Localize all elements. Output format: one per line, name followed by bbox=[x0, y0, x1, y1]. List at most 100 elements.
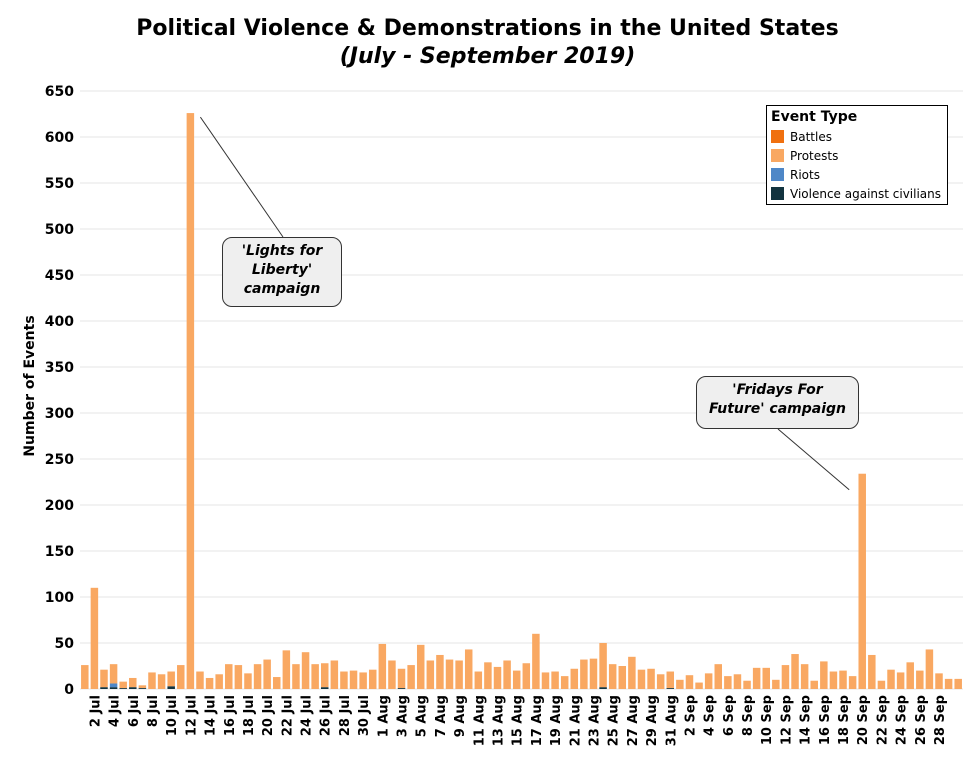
y-tick-label: 350 bbox=[45, 360, 74, 376]
legend-swatch bbox=[771, 130, 784, 143]
bar-protests bbox=[90, 587, 99, 689]
bar-protests bbox=[551, 671, 559, 689]
annotation-leader-line bbox=[777, 428, 850, 491]
bar-violence-against-civilians bbox=[167, 686, 175, 689]
bar-protests bbox=[445, 659, 454, 689]
x-tick-label: 26 Sep bbox=[914, 695, 929, 745]
bar-protests bbox=[704, 673, 713, 689]
bar-protests bbox=[896, 672, 905, 689]
bar-protests bbox=[503, 660, 511, 689]
y-tick-label: 250 bbox=[45, 452, 74, 468]
bar-protests bbox=[599, 643, 607, 688]
y-tick-label: 200 bbox=[45, 498, 74, 514]
x-tick-label: 20 Jul bbox=[261, 695, 276, 736]
chart-title: Political Violence & Demonstrations in t… bbox=[136, 16, 839, 41]
y-axis-label: Number of Events bbox=[22, 315, 38, 456]
bar-violence-against-civilians bbox=[397, 688, 406, 689]
y-tick-label: 500 bbox=[45, 222, 74, 238]
bar-protests bbox=[791, 654, 799, 689]
x-tick-label: 24 Jul bbox=[300, 695, 315, 736]
bar-protests bbox=[676, 679, 684, 689]
x-tick-label: 30 Jul bbox=[357, 695, 372, 736]
bar-protests bbox=[292, 664, 300, 689]
annotation-leaders bbox=[199, 116, 850, 491]
bar-protests bbox=[378, 643, 387, 689]
bar-riots bbox=[109, 683, 118, 688]
bar-protests bbox=[532, 633, 540, 689]
bar-protests bbox=[647, 668, 655, 689]
bar-protests bbox=[436, 654, 444, 689]
x-tick-label: 24 Sep bbox=[895, 695, 910, 745]
legend-item-violence-against-civilians: Violence against civilians bbox=[771, 184, 943, 203]
x-tick-label: 16 Sep bbox=[818, 695, 833, 745]
legend-swatch bbox=[771, 149, 784, 162]
bar-violence-against-civilians bbox=[321, 687, 329, 689]
x-tick-label: 16 Jul bbox=[223, 695, 238, 736]
bar-protests bbox=[772, 679, 780, 689]
bar-violence-against-civilians bbox=[109, 687, 118, 689]
bar-protests bbox=[282, 650, 291, 689]
x-tick-label: 10 Jul bbox=[165, 695, 180, 736]
bar-protests bbox=[119, 681, 127, 689]
bar-protests bbox=[810, 680, 818, 689]
bar-protests bbox=[580, 659, 588, 689]
bar-protests bbox=[301, 652, 310, 689]
y-tick-label: 100 bbox=[45, 590, 74, 606]
x-tick-label: 4 Sep bbox=[703, 695, 718, 736]
bar-protests bbox=[637, 669, 646, 689]
legend-label: Violence against civilians bbox=[790, 186, 942, 201]
x-tick-label: 29 Aug bbox=[645, 695, 660, 746]
bar-protests bbox=[368, 669, 377, 689]
x-tick-label: 15 Aug bbox=[511, 695, 526, 746]
x-tick-label: 19 Aug bbox=[549, 695, 564, 746]
x-tick-label: 8 Jul bbox=[146, 695, 161, 727]
x-tick-label: 2 Sep bbox=[684, 695, 699, 736]
annotation-lights-for-liberty: 'Lights for Liberty' campaign bbox=[222, 237, 342, 307]
bar-protests bbox=[157, 674, 166, 689]
bar-protests bbox=[407, 665, 415, 689]
bar-protests bbox=[129, 677, 137, 688]
x-tick-label: 28 Jul bbox=[338, 695, 353, 736]
annotation-fridays-for-future: 'Fridays For Future' campaign bbox=[696, 376, 859, 429]
bar-protests bbox=[416, 644, 425, 689]
bar-protests bbox=[916, 670, 924, 689]
x-tick-label: 22 Jul bbox=[280, 695, 295, 736]
bar-protests bbox=[340, 671, 348, 689]
x-tick-label: 6 Sep bbox=[722, 695, 737, 736]
bar-protests bbox=[512, 670, 521, 689]
bar-protests bbox=[225, 664, 233, 689]
bar-protests bbox=[263, 659, 271, 689]
bar-violence-against-civilians bbox=[666, 688, 675, 689]
bars bbox=[81, 113, 962, 689]
bar-protests bbox=[858, 473, 866, 689]
x-tick-label: 12 Jul bbox=[184, 695, 199, 736]
x-tick-label: 14 Sep bbox=[799, 695, 814, 745]
bar-protests bbox=[138, 685, 147, 689]
chart-subtitle: (July - September 2019) bbox=[339, 44, 636, 69]
bar-protests bbox=[618, 666, 627, 689]
bar-protests bbox=[839, 670, 847, 689]
bar-protests bbox=[464, 649, 473, 689]
x-tick-label: 10 Sep bbox=[760, 695, 775, 745]
bar-protests bbox=[359, 672, 367, 689]
bar-violence-against-civilians bbox=[100, 687, 108, 689]
bar-protests bbox=[388, 660, 396, 689]
y-tick-label: 400 bbox=[45, 314, 74, 330]
y-tick-label: 650 bbox=[45, 84, 74, 100]
y-tick-label: 550 bbox=[45, 176, 74, 192]
bar-protests bbox=[762, 667, 770, 689]
x-tick-label: 17 Aug bbox=[530, 695, 545, 746]
bar-protests bbox=[724, 676, 732, 689]
bar-protests bbox=[349, 670, 358, 689]
bar-protests bbox=[205, 677, 214, 689]
bar-protests bbox=[935, 673, 943, 689]
x-tick-label: 22 Sep bbox=[875, 695, 890, 745]
bar-protests bbox=[628, 656, 636, 689]
bar-protests bbox=[925, 649, 934, 689]
bar-protests bbox=[800, 664, 809, 689]
bar-protests bbox=[81, 665, 89, 689]
x-tick-label: 13 Aug bbox=[492, 695, 507, 746]
bar-protests bbox=[541, 672, 550, 689]
y-tick-label: 0 bbox=[64, 682, 74, 698]
x-tick-label: 31 Aug bbox=[664, 695, 679, 746]
